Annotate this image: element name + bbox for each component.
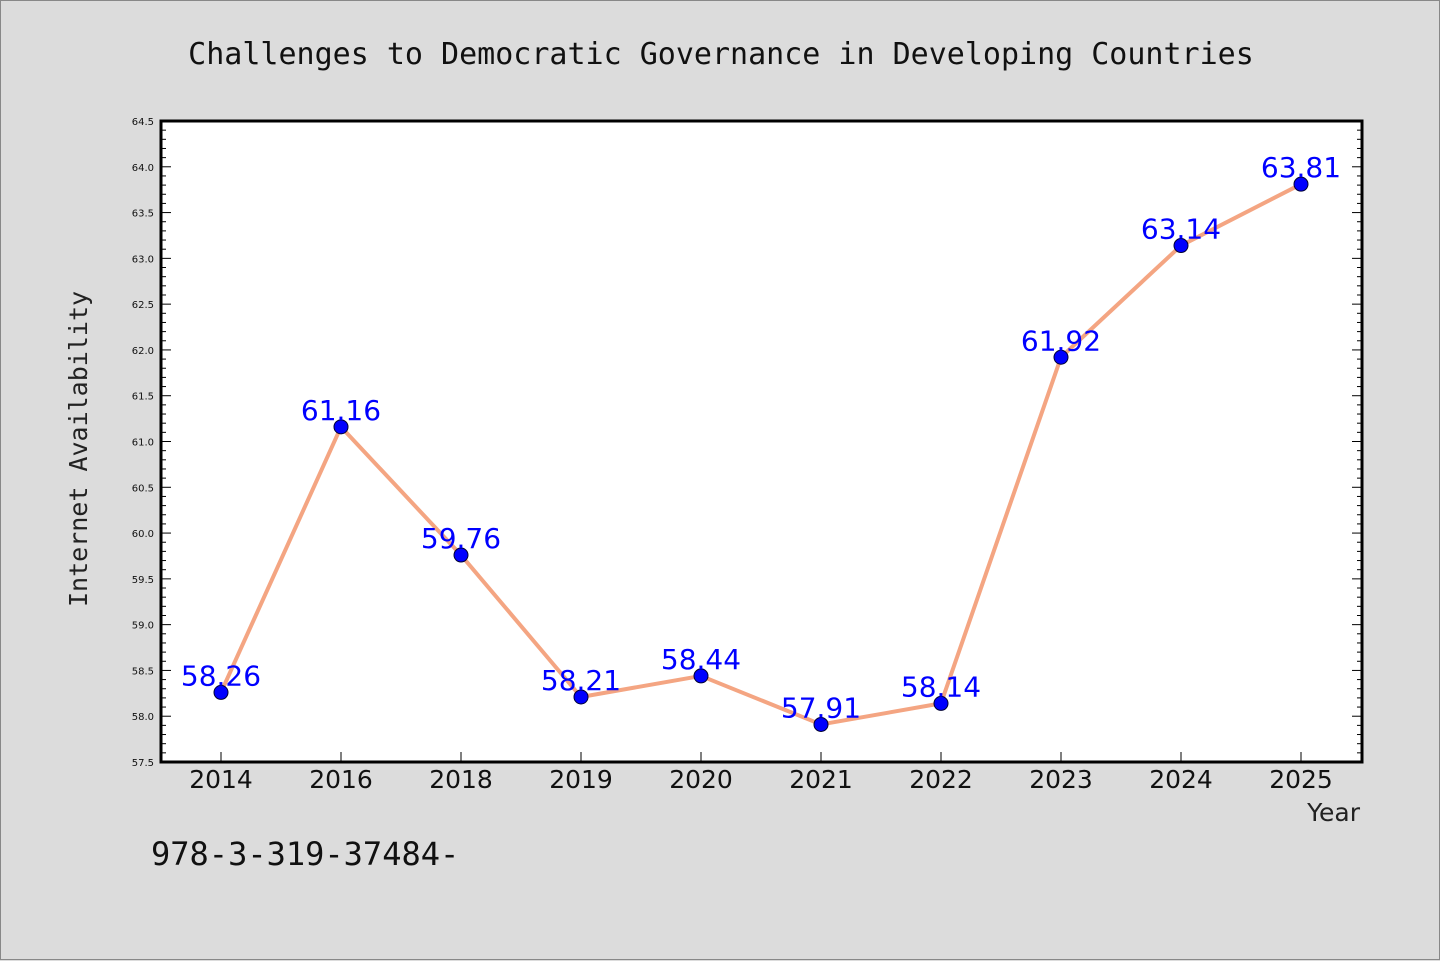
- data-label-2016: 61.16: [301, 394, 381, 427]
- data-point-2025: [1293, 176, 1309, 192]
- data-point-2016: [333, 419, 349, 435]
- data-label-2021: 57.91: [781, 691, 861, 724]
- data-point-2019: [573, 689, 589, 705]
- data-point-2022: [933, 695, 949, 711]
- data-label-2020: 58.44: [661, 643, 741, 676]
- data-point-2024: [1173, 238, 1189, 254]
- x-tick-label: 2025: [1269, 765, 1333, 794]
- y-tick-label: 58.5: [132, 666, 154, 677]
- x-axis: 2014 2016 2018 2019 2020 2021 2022 2023 2024 2025: [189, 752, 1333, 794]
- data-point-2020: [693, 668, 709, 684]
- y-tick-label: 59.0: [132, 621, 154, 632]
- y-tick-label: 57.5: [132, 758, 154, 769]
- y-tick-label: 58.0: [132, 712, 154, 723]
- y-tick-label: 60.0: [132, 529, 154, 540]
- y-tick-label: 63.0: [132, 254, 154, 265]
- y-tick-label: 64.0: [132, 163, 154, 174]
- footer-text: 978-3-319-37484-: [151, 835, 459, 873]
- x-tick-label: 2016: [309, 765, 373, 794]
- data-label-2025: 63.81: [1261, 151, 1341, 184]
- marker-group: [213, 176, 1309, 732]
- x-tick-label: 2019: [549, 765, 613, 794]
- data-point-2023: [1053, 349, 1069, 365]
- data-label-2018: 59.76: [421, 522, 501, 555]
- data-label-2019: 58.21: [541, 664, 621, 697]
- x-tick-label: 2023: [1029, 765, 1093, 794]
- y-axis: 57.5 58.0 58.5 59.0 59.5 60.0 60.5 61.0 61.5 62.0…: [132, 117, 1362, 769]
- chart-title: Challenges to Democratic Governance in D…: [188, 37, 1254, 72]
- y-axis-label: Internet Availability: [64, 291, 93, 607]
- data-point-2021: [813, 716, 829, 732]
- x-tick-label: 2022: [909, 765, 973, 794]
- x-axis-label: Year: [1306, 798, 1361, 827]
- series-line: [219, 182, 1302, 727]
- plot-area: [159, 119, 1364, 764]
- data-label-2022: 58.14: [901, 670, 981, 703]
- x-tick-label: 2021: [789, 765, 853, 794]
- y-tick-label: 62.0: [132, 346, 154, 357]
- data-label-2014: 58.26: [181, 659, 261, 692]
- y-tick-label: 60.5: [132, 483, 154, 494]
- y-tick-label: 62.5: [132, 300, 154, 311]
- series-line-group: [219, 182, 1302, 727]
- x-tick-label: 2018: [429, 765, 493, 794]
- data-label-group: 58.26 61.16 59.76 58.21 58.44 57.91 58.14 61.92…: [181, 151, 1341, 724]
- data-point-2014: [213, 684, 229, 700]
- x-tick-label: 2024: [1149, 765, 1213, 794]
- x-tick-label: 2014: [189, 765, 253, 794]
- y-tick-label: 63.5: [132, 209, 154, 220]
- data-point-2018: [453, 547, 469, 563]
- y-tick-label: 59.5: [132, 575, 154, 586]
- y-tick-label: 61.0: [132, 438, 154, 449]
- data-label-2023: 61.92: [1021, 324, 1101, 357]
- data-label-2024: 63.14: [1141, 213, 1221, 246]
- x-tick-label: 2020: [669, 765, 733, 794]
- y-tick-label: 61.5: [132, 392, 154, 403]
- y-tick-label: 64.5: [132, 117, 154, 128]
